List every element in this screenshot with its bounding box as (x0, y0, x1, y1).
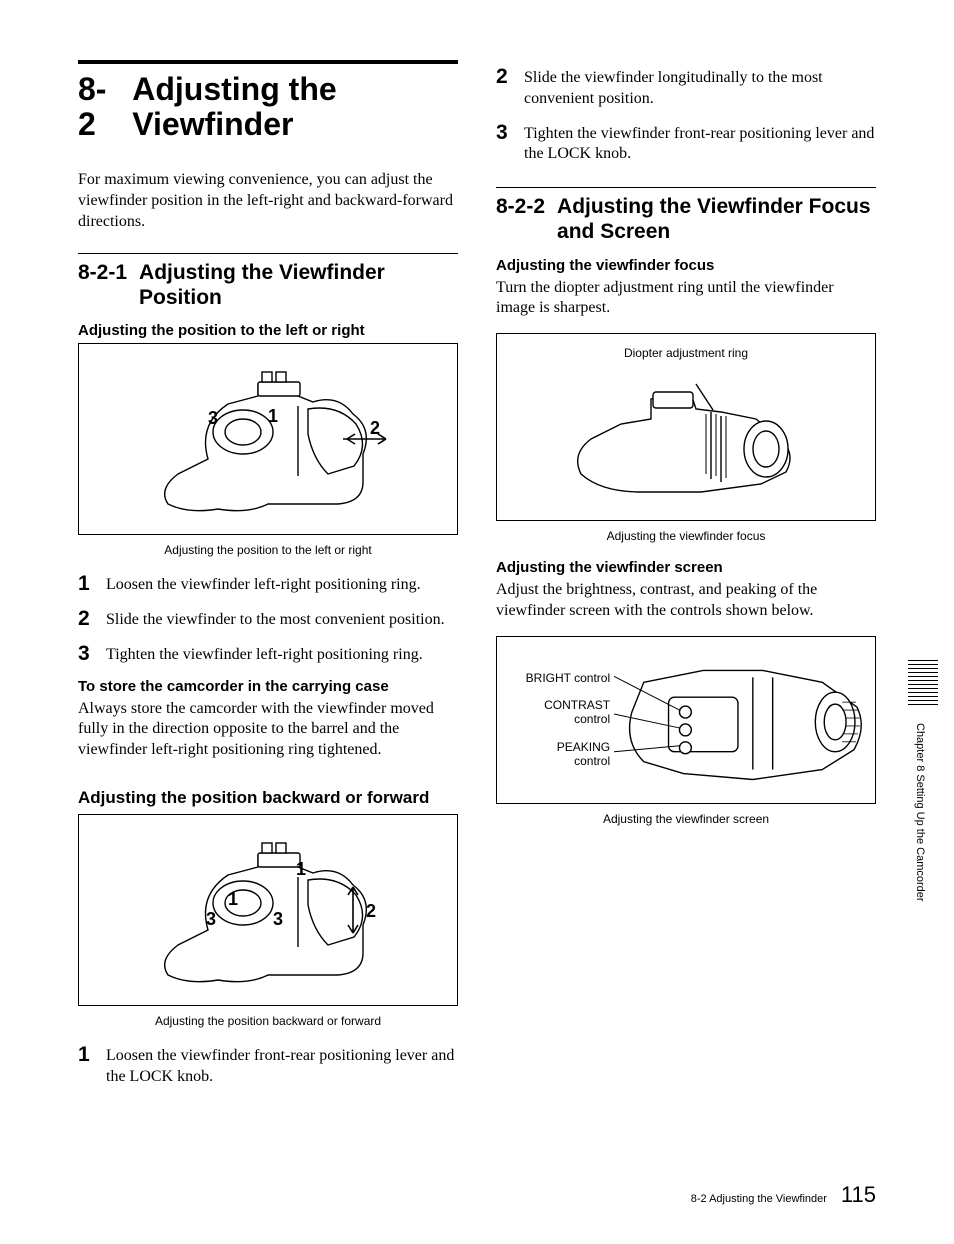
control-labels: BRIGHT control CONTRASTcontrol PEAKINGco… (505, 671, 614, 768)
section-heading: 8-2-1 Adjusting the Viewfinder Position (78, 260, 458, 310)
peaking-control-label: PEAKINGcontrol (505, 741, 610, 769)
subheading: To store the camcorder in the carrying c… (78, 678, 458, 695)
figure-left-right: 1 2 3 (78, 343, 458, 535)
camcorder-top-illustration: 1 1 2 3 3 (138, 825, 398, 995)
step-number: 1 (78, 1044, 94, 1065)
fig2-label-1b: 1 (296, 859, 306, 879)
step-number: 2 (496, 66, 512, 87)
page-footer: 8-2 Adjusting the Viewfinder 115 (691, 1182, 876, 1208)
chapter-heading: 8-2 Adjusting the Viewfinder (78, 72, 458, 142)
step-number: 3 (496, 122, 512, 143)
figure-caption: Adjusting the position backward or forwa… (78, 1014, 458, 1028)
left-column: 8-2 Adjusting the Viewfinder For maximum… (78, 60, 458, 1100)
paragraph: Always store the camcorder with the view… (78, 699, 458, 761)
camcorder-top-illustration: 1 2 3 (138, 354, 398, 524)
bright-control-label: BRIGHT control (505, 671, 610, 685)
step-item: 2 Slide the viewfinder longitudinally to… (496, 66, 876, 110)
viewfinder-illustration (561, 364, 811, 509)
step-text: Tighten the viewfinder left-right positi… (106, 643, 423, 666)
step-text: Loosen the viewfinder left-right positio… (106, 573, 421, 596)
contrast-control-label: CONTRASTcontrol (505, 699, 610, 727)
fig1-label-3: 3 (208, 408, 218, 428)
figure-caption: Adjusting the viewfinder focus (496, 529, 876, 543)
section-heading: 8-2-2 Adjusting the Viewfinder Focus and… (496, 194, 876, 244)
fig1-label-1: 1 (268, 406, 278, 426)
fig2-label-3b: 3 (273, 909, 283, 929)
step-text: Slide the viewfinder longitudinally to t… (524, 66, 876, 110)
callout-label: Diopter adjustment ring (624, 346, 748, 360)
step-text: Loosen the viewfinder front-rear positio… (106, 1044, 458, 1088)
step-item: 3 Tighten the viewfinder front-rear posi… (496, 122, 876, 166)
subheading: Adjusting the position backward or forwa… (78, 787, 458, 808)
figure-diopter: Diopter adjustment ring (496, 333, 876, 521)
chapter-number: 8-2 (78, 72, 118, 142)
step-number: 1 (78, 573, 94, 594)
figure-caption: Adjusting the viewfinder screen (496, 812, 876, 826)
fig2-label-3a: 3 (206, 909, 216, 929)
fig1-label-2: 2 (370, 418, 380, 438)
figure-caption: Adjusting the position to the left or ri… (78, 543, 458, 557)
step-item: 3 Tighten the viewfinder left-right posi… (78, 643, 458, 666)
chapter-rule (78, 60, 458, 64)
intro-paragraph: For maximum viewing convenience, you can… (78, 170, 458, 232)
viewfinder-controls-illustration (614, 652, 867, 787)
footer-section: 8-2 Adjusting the Viewfinder (691, 1193, 827, 1205)
subheading: Adjusting the position to the left or ri… (78, 322, 458, 339)
step-text: Slide the viewfinder to the most conveni… (106, 608, 445, 631)
section-number: 8-2-2 (496, 194, 545, 244)
section-rule (78, 253, 458, 254)
section-number: 8-2-1 (78, 260, 127, 310)
step-item: 1 Loosen the viewfinder front-rear posit… (78, 1044, 458, 1088)
section-title: Adjusting the Viewfinder Focus and Scree… (557, 194, 876, 244)
step-number: 2 (78, 608, 94, 629)
page-content: 8-2 Adjusting the Viewfinder For maximum… (78, 60, 876, 1100)
right-column: 2 Slide the viewfinder longitudinally to… (496, 60, 876, 1100)
side-tab: Chapter 8 Setting Up the Camcorder (902, 660, 942, 980)
paragraph: Adjust the brightness, contrast, and pea… (496, 580, 876, 622)
section-rule (496, 187, 876, 188)
fig2-label-1a: 1 (228, 889, 238, 909)
chapter-title: Adjusting the Viewfinder (132, 72, 458, 142)
step-item: 1 Loosen the viewfinder left-right posit… (78, 573, 458, 596)
section-title: Adjusting the Viewfinder Position (139, 260, 458, 310)
fig2-label-2: 2 (366, 901, 376, 921)
figure-fwd-back: 1 1 2 3 3 (78, 814, 458, 1006)
step-text: Tighten the viewfinder front-rear positi… (524, 122, 876, 166)
subheading: Adjusting the viewfinder screen (496, 559, 876, 576)
step-number: 3 (78, 643, 94, 664)
side-tab-text: Chapter 8 Setting Up the Camcorder (914, 723, 926, 902)
side-tab-lines (908, 660, 938, 705)
figure-controls: BRIGHT control CONTRASTcontrol PEAKINGco… (496, 636, 876, 804)
paragraph: Turn the diopter adjustment ring until t… (496, 278, 876, 320)
subheading: Adjusting the viewfinder focus (496, 257, 876, 274)
footer-page-number: 115 (841, 1182, 876, 1208)
step-item: 2 Slide the viewfinder to the most conve… (78, 608, 458, 631)
